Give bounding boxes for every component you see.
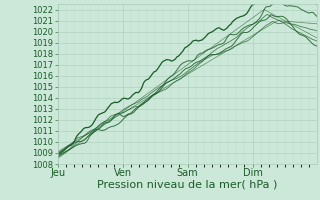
X-axis label: Pression niveau de la mer( hPa ): Pression niveau de la mer( hPa ) [97,180,277,190]
